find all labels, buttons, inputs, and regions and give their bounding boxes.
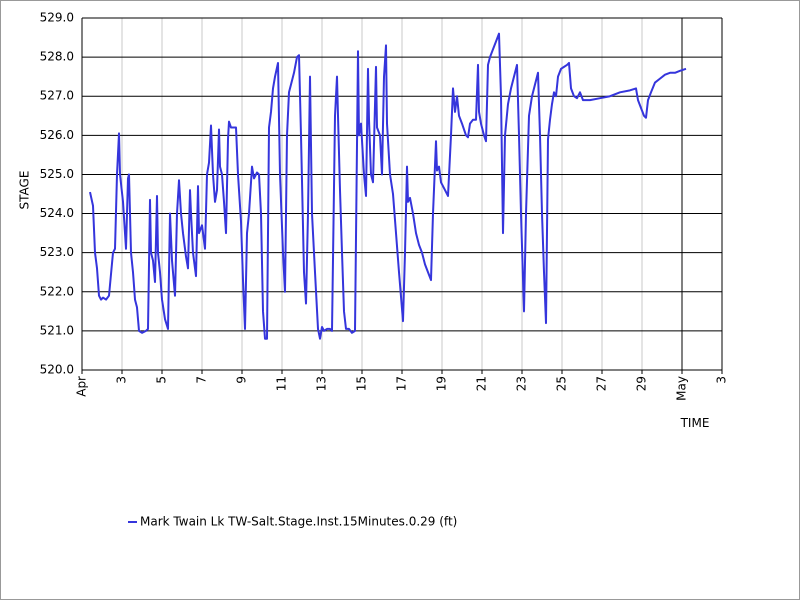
y-tick-label: 523.0 <box>40 245 74 259</box>
x-tick-label: 27 <box>595 376 609 391</box>
y-tick-label: 520.0 <box>40 363 74 377</box>
x-tick-label: 29 <box>635 376 649 391</box>
data-line <box>89 32 687 340</box>
x-tick-label: 7 <box>195 376 209 384</box>
x-tick-label: Apr <box>75 376 89 397</box>
x-tick-label: 17 <box>395 376 409 391</box>
y-tick-label: 526.0 <box>40 128 74 142</box>
x-tick-label: 21 <box>475 376 489 391</box>
x-axis-label: TIME <box>680 416 710 430</box>
x-tick-label: 5 <box>155 376 169 384</box>
x-tick-label: 3 <box>715 376 729 384</box>
x-tick-label: 25 <box>555 376 569 391</box>
y-tick-label: 522.0 <box>40 284 74 298</box>
x-tick-label: 3 <box>115 376 129 384</box>
x-tick-label: 19 <box>435 376 449 391</box>
y-tick-label: 529.0 <box>40 11 74 25</box>
x-tick-label: 15 <box>355 376 369 391</box>
x-tick-label: 13 <box>315 376 329 391</box>
y-tick-label: 527.0 <box>40 89 74 103</box>
y-axis-label: STAGE <box>18 171 32 210</box>
x-tick-label: 23 <box>515 376 529 391</box>
y-tick-label: 525.0 <box>40 167 74 181</box>
x-tick-label: May <box>675 376 689 401</box>
x-tick-label: 11 <box>275 376 289 391</box>
legend-label: Mark Twain Lk TW-Salt.Stage.Inst.15Minut… <box>140 515 457 529</box>
y-tick-label: 521.0 <box>40 323 74 337</box>
y-tick-label: 524.0 <box>40 206 74 220</box>
x-tick-label: 9 <box>235 376 249 384</box>
y-tick-label: 528.0 <box>40 50 74 64</box>
